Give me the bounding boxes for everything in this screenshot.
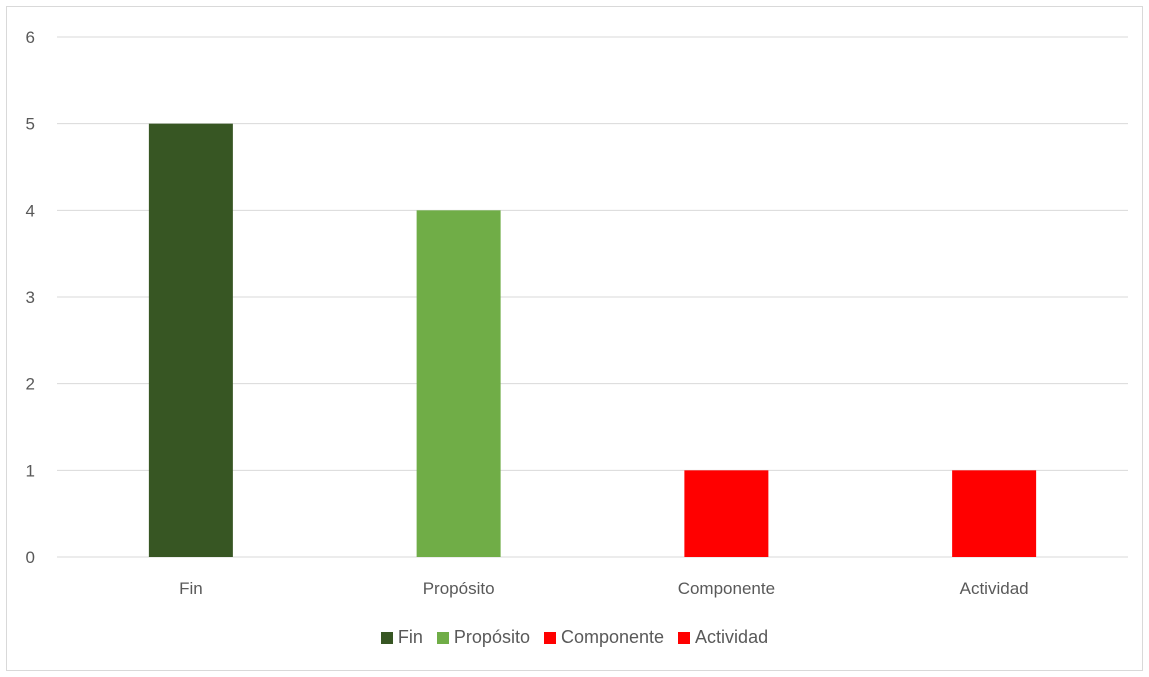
bars [148, 123, 1037, 558]
bar-proposito [416, 210, 501, 558]
x-tick-label-proposito: Propósito [423, 579, 495, 598]
y-tick-label-2: 2 [26, 375, 35, 394]
legend-item-actividad: Actividad [678, 627, 768, 648]
y-tick-label-5: 5 [26, 115, 35, 134]
legend-swatch-componente [543, 631, 556, 644]
legend-label-fin: Fin [397, 627, 423, 647]
legend-item-fin: Fin [380, 627, 423, 648]
y-tick-label-3: 3 [26, 288, 35, 307]
legend: Fin Propósito Componente Actividad [0, 627, 1149, 648]
bar-fin [148, 123, 233, 558]
y-tick-label-0: 0 [26, 548, 35, 567]
legend-item-proposito: Propósito [436, 627, 530, 648]
x-axis-tick-labels: Fin Propósito Componente Actividad [179, 579, 1029, 598]
legend-swatch-fin [380, 631, 393, 644]
bar-componente [684, 470, 769, 557]
y-tick-label-6: 6 [26, 28, 35, 47]
legend-label-proposito: Propósito [453, 627, 530, 647]
y-axis-tick-labels: 0 1 2 3 4 5 6 [26, 28, 35, 567]
bar-actividad [952, 470, 1037, 557]
x-tick-label-fin: Fin [179, 579, 203, 598]
legend-label-componente: Componente [560, 627, 665, 647]
x-tick-label-actividad: Actividad [960, 579, 1029, 598]
x-tick-label-componente: Componente [678, 579, 775, 598]
legend-swatch-actividad [678, 631, 691, 644]
y-tick-label-1: 1 [26, 461, 35, 480]
legend-item-componente: Componente [543, 627, 665, 648]
gridlines [57, 36, 1128, 558]
legend-swatch-proposito [436, 631, 449, 644]
legend-label-actividad: Actividad [695, 627, 769, 647]
y-tick-label-4: 4 [26, 201, 35, 220]
